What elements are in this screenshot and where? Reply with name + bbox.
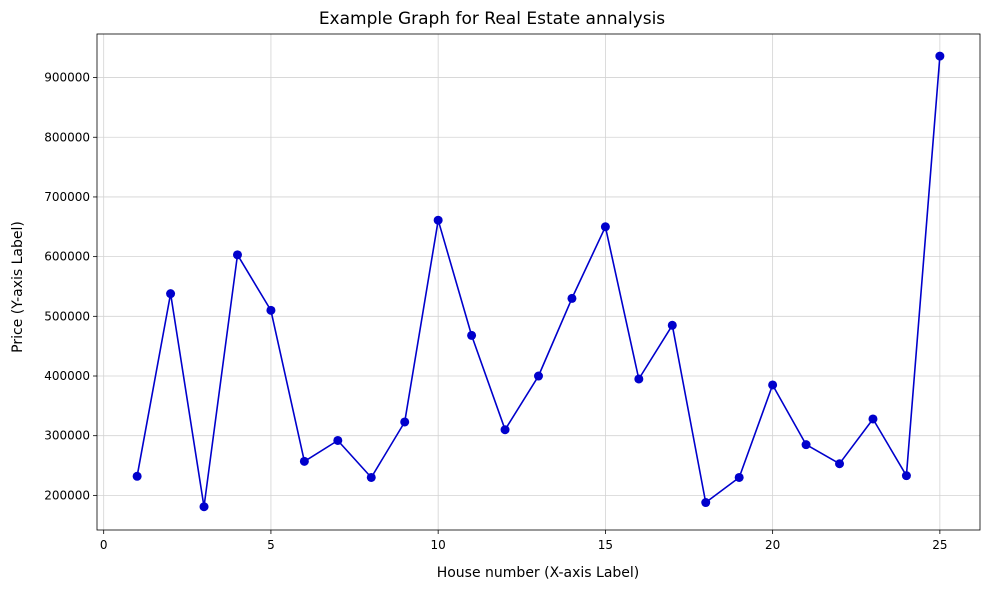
y-tick-label: 300000 xyxy=(44,429,90,443)
data-point xyxy=(199,502,209,512)
y-tick-label: 600000 xyxy=(44,250,90,264)
data-point xyxy=(400,417,410,427)
data-point xyxy=(266,305,276,315)
data-point xyxy=(701,498,711,508)
x-tick-label: 15 xyxy=(598,538,613,552)
data-point xyxy=(835,459,845,469)
data-point xyxy=(534,371,543,381)
data-point xyxy=(232,250,242,260)
x-tick-label: 10 xyxy=(431,538,446,552)
data-point xyxy=(366,472,376,482)
data-point xyxy=(600,222,610,232)
x-tick-label: 20 xyxy=(765,538,780,552)
data-point xyxy=(299,456,309,466)
data-point xyxy=(734,472,744,482)
plot-frame xyxy=(96,33,981,531)
data-point xyxy=(634,374,644,384)
data-point xyxy=(132,471,142,481)
y-axis-label: Price (Y-axis Label) xyxy=(10,221,26,353)
x-axis-ticks: 0 5 10 15 20 25 xyxy=(100,530,948,552)
y-tick-label: 700000 xyxy=(44,190,90,204)
data-point xyxy=(500,425,510,435)
data-point xyxy=(166,289,176,299)
grid-lines xyxy=(97,34,980,530)
x-tick-label: 0 xyxy=(100,538,108,552)
data-point xyxy=(801,440,811,450)
y-tick-label: 400000 xyxy=(44,369,90,383)
data-point xyxy=(433,215,443,225)
x-tick-label: 25 xyxy=(932,538,947,552)
data-point xyxy=(868,414,878,424)
data-point xyxy=(768,380,778,390)
x-tick-label: 5 xyxy=(267,538,275,552)
data-point xyxy=(901,471,911,481)
y-tick-label: 800000 xyxy=(44,130,90,144)
y-tick-label: 500000 xyxy=(44,309,90,323)
chart-title: Example Graph for Real Estate annalysis xyxy=(319,9,665,29)
data-point xyxy=(667,320,677,330)
x-axis-label: House number (X-axis Label) xyxy=(437,565,640,581)
series-layer xyxy=(132,51,945,512)
data-point xyxy=(567,293,577,303)
y-tick-label: 900000 xyxy=(44,71,90,85)
y-axis-ticks: 200000 300000 400000 500000 600000 700000 8000… xyxy=(44,71,97,502)
data-point xyxy=(333,435,343,445)
data-point xyxy=(467,330,477,340)
y-tick-label: 200000 xyxy=(44,488,90,502)
data-point xyxy=(935,51,945,61)
